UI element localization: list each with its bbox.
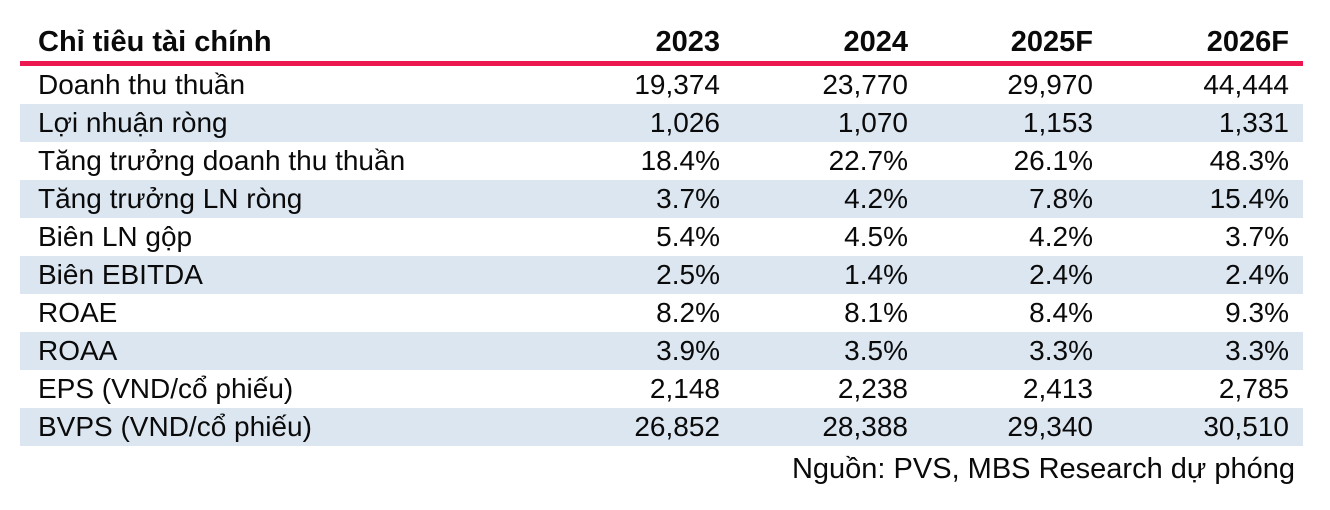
row-label: Tăng trưởng LN ròng: [38, 183, 303, 214]
row-label: Tăng trưởng doanh thu thuần: [38, 145, 406, 176]
value-cell: 1,070: [837, 107, 908, 138]
value-cell: 5.4%: [656, 221, 720, 252]
row-label: Lợi nhuận ròng: [38, 107, 228, 138]
value-cell: 3.3%: [1225, 335, 1289, 366]
value-cell: 9.3%: [1225, 297, 1289, 328]
table-row-roaa: ROAA 3.9% 3.5% 3.3% 3.3%: [20, 332, 1303, 370]
value-cell: 15.4%: [1209, 183, 1289, 214]
header-cell-2026f: 2026F: [1093, 24, 1303, 66]
value-cell: 3.7%: [1225, 221, 1289, 252]
row-label: Doanh thu thuần: [38, 69, 246, 100]
header-row: Chỉ tiêu tài chính 2023 2024 2025F 2026F: [20, 24, 1303, 66]
value-cell: 3.3%: [1029, 335, 1093, 366]
value-cell: 1,153: [1022, 107, 1093, 138]
header-cell-label: Chỉ tiêu tài chính: [20, 24, 532, 66]
value-cell: 19,374: [634, 69, 720, 100]
value-cell: 7.8%: [1029, 183, 1093, 214]
value-cell: 1,026: [649, 107, 720, 138]
value-cell: 2,413: [1022, 373, 1093, 404]
table-header: Chỉ tiêu tài chính 2023 2024 2025F 2026F: [20, 24, 1303, 66]
table-row-gross-margin: Biên LN gộp 5.4% 4.5% 4.2% 3.7%: [20, 218, 1303, 256]
row-label: EPS (VND/cổ phiếu): [38, 373, 294, 404]
value-cell: 30,510: [1203, 411, 1289, 442]
table-row-eps: EPS (VND/cổ phiếu) 2,148 2,238 2,413 2,7…: [20, 370, 1303, 408]
financial-table: Chỉ tiêu tài chính 2023 2024 2025F 2026F…: [20, 24, 1303, 446]
value-cell: 4.2%: [844, 183, 908, 214]
value-cell: 2,785: [1218, 373, 1289, 404]
table-row-net-profit-growth: Tăng trưởng LN ròng 3.7% 4.2% 7.8% 15.4%: [20, 180, 1303, 218]
value-cell: 3.5%: [844, 335, 908, 366]
value-cell: 8.2%: [656, 297, 720, 328]
value-cell: 28,388: [822, 411, 908, 442]
value-cell: 48.3%: [1209, 145, 1289, 176]
value-cell: 8.1%: [844, 297, 908, 328]
row-label: BVPS (VND/cổ phiếu): [38, 411, 312, 442]
value-cell: 3.7%: [656, 183, 720, 214]
value-cell: 2.5%: [656, 259, 720, 290]
row-label: Biên EBITDA: [38, 259, 203, 290]
value-cell: 29,970: [1007, 69, 1093, 100]
table-row-bvps: BVPS (VND/cổ phiếu) 26,852 28,388 29,340…: [20, 408, 1303, 446]
value-cell: 18.4%: [640, 145, 720, 176]
table-row-net-revenue: Doanh thu thuần 19,374 23,770 29,970 44,…: [20, 64, 1303, 105]
financial-table-container: Chỉ tiêu tài chính 2023 2024 2025F 2026F…: [20, 24, 1303, 486]
value-cell: 8.4%: [1029, 297, 1093, 328]
table-row-revenue-growth: Tăng trưởng doanh thu thuần 18.4% 22.7% …: [20, 142, 1303, 180]
header-cell-2025f: 2025F: [908, 24, 1093, 66]
value-cell: 2.4%: [1225, 259, 1289, 290]
value-cell: 26.1%: [1013, 145, 1093, 176]
value-cell: 22.7%: [828, 145, 908, 176]
value-cell: 2,238: [837, 373, 908, 404]
header-cell-2023: 2023: [532, 24, 720, 66]
value-cell: 23,770: [822, 69, 908, 100]
value-cell: 1,331: [1218, 107, 1289, 138]
table-row-roae: ROAE 8.2% 8.1% 8.4% 9.3%: [20, 294, 1303, 332]
row-label: ROAA: [38, 335, 118, 366]
row-label: Biên LN gộp: [38, 221, 193, 252]
table-body: Doanh thu thuần 19,374 23,770 29,970 44,…: [20, 64, 1303, 446]
value-cell: 2,148: [649, 373, 720, 404]
value-cell: 2.4%: [1029, 259, 1093, 290]
table-row-ebitda-margin: Biên EBITDA 2.5% 1.4% 2.4% 2.4%: [20, 256, 1303, 294]
value-cell: 1.4%: [844, 259, 908, 290]
value-cell: 44,444: [1203, 69, 1289, 100]
header-cell-2024: 2024: [720, 24, 908, 66]
value-cell: 4.2%: [1029, 221, 1093, 252]
value-cell: 3.9%: [656, 335, 720, 366]
table-row-net-profit: Lợi nhuận ròng 1,026 1,070 1,153 1,331: [20, 104, 1303, 142]
value-cell: 26,852: [634, 411, 720, 442]
row-label: ROAE: [38, 297, 118, 328]
value-cell: 29,340: [1007, 411, 1093, 442]
value-cell: 4.5%: [844, 221, 908, 252]
source-note: Nguồn: PVS, MBS Research dự phóng: [791, 453, 1295, 485]
